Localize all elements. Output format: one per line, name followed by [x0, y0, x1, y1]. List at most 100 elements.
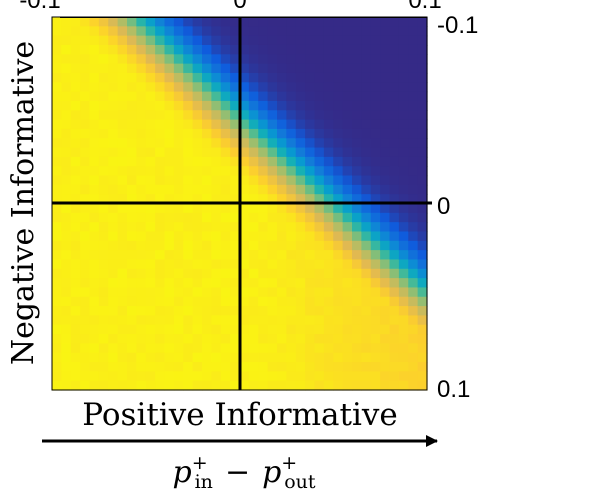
heatmap-cell [295, 231, 306, 242]
heatmap-cell [220, 296, 231, 307]
heatmap-cell [408, 362, 419, 372]
heatmap-cell [239, 184, 250, 195]
heatmap-cell [323, 147, 334, 158]
heatmap-cell [145, 54, 156, 65]
heatmap-cell [61, 72, 72, 83]
heatmap-cell [220, 91, 231, 102]
heatmap-cell [408, 287, 419, 298]
heatmap-cell [277, 194, 287, 205]
heatmap-cell [380, 362, 391, 372]
heatmap-cell [117, 324, 128, 335]
heatmap-cell [305, 203, 316, 214]
heatmap-cell [323, 352, 334, 363]
heatmap-cell [61, 296, 72, 307]
y-tick-label: -0.1 [437, 12, 478, 39]
heatmap-cell [258, 231, 269, 242]
heatmap-cell [295, 82, 306, 93]
heatmap-cell [155, 72, 166, 83]
heatmap-cell [408, 166, 419, 177]
heatmap-cell [52, 147, 62, 158]
heatmap-cell [230, 54, 241, 65]
heatmap-cell [352, 91, 362, 102]
heatmap-cell [155, 212, 166, 223]
heatmap-cell [136, 63, 147, 74]
heatmap-cell [361, 44, 372, 55]
heatmap-cell [202, 259, 212, 270]
heatmap-cell [258, 54, 269, 65]
heatmap-cell [239, 212, 250, 223]
heatmap-cell [333, 296, 344, 307]
heatmap-cell [173, 250, 184, 261]
heatmap-cell [61, 54, 72, 65]
heatmap-cell [417, 72, 428, 83]
heatmap-cell [380, 315, 391, 326]
heatmap-cell [80, 156, 91, 167]
heatmap-cell [258, 138, 269, 149]
heatmap-cell [323, 315, 334, 326]
x-axis-label: Positive Informative [82, 397, 397, 433]
heatmap-cell [295, 268, 306, 279]
heatmap-cell [52, 91, 62, 102]
heatmap-cell [117, 240, 128, 251]
heatmap-cell [183, 82, 194, 93]
heatmap-cell [70, 343, 81, 354]
heatmap-cell [61, 91, 72, 102]
heatmap-cell [202, 156, 212, 167]
heatmap-cell [370, 240, 381, 251]
heatmap-cell [117, 72, 128, 83]
heatmap-cell [258, 166, 269, 177]
heatmap-cell [202, 91, 212, 102]
heatmap-cell [155, 44, 166, 55]
heatmap-cell [108, 128, 119, 139]
heatmap-cell [258, 278, 269, 289]
heatmap-cell [108, 147, 119, 158]
heatmap-cell [258, 110, 269, 121]
heatmap-cell [183, 222, 194, 233]
heatmap-cell [80, 380, 91, 391]
heatmap-cell [305, 119, 316, 130]
heatmap-cell [342, 343, 353, 354]
heatmap-cell [70, 222, 81, 233]
heatmap-cell [239, 306, 250, 316]
heatmap-cell [267, 268, 278, 279]
heatmap-cell [89, 184, 100, 195]
heatmap-cell [267, 82, 278, 93]
heatmap-cell [323, 156, 334, 167]
heatmap-cell [417, 91, 428, 102]
heatmap-cell [398, 26, 409, 37]
heatmap-cell [417, 128, 428, 139]
heatmap-cell [352, 147, 362, 158]
heatmap-cell [155, 371, 166, 382]
heatmap-cell [380, 250, 391, 261]
heatmap-cell [202, 250, 212, 261]
heatmap-cell [80, 175, 91, 186]
heatmap-cell [323, 278, 334, 289]
heatmap-cell [361, 315, 372, 326]
heatmap-cell [70, 63, 81, 74]
heatmap-cell [192, 203, 203, 214]
heatmap-cell [248, 194, 259, 205]
heatmap-cell [248, 156, 259, 167]
top-tick-label: 0.1 [408, 0, 441, 14]
heatmap-cell [352, 231, 362, 242]
heatmap-cell [248, 352, 259, 363]
heatmap-cell [61, 250, 72, 261]
heatmap-cell [286, 110, 297, 121]
heatmap-cell [183, 166, 194, 177]
heatmap-cell [164, 35, 175, 46]
heatmap-cell [295, 352, 306, 363]
heatmap-cell [164, 26, 175, 37]
heatmap-cell [70, 35, 81, 46]
heatmap-cell [117, 156, 128, 167]
heatmap-cell [258, 17, 269, 27]
heatmap-cell [408, 175, 419, 186]
heatmap-cell [352, 119, 362, 130]
heatmap-cell [398, 63, 409, 74]
heatmap-cell [52, 119, 62, 130]
heatmap-cell [248, 44, 259, 55]
heatmap-cell [389, 119, 400, 130]
heatmap-cell [202, 110, 212, 121]
heatmap-cell [342, 44, 353, 55]
heatmap-cell [52, 166, 62, 177]
heatmap-cell [192, 54, 203, 65]
